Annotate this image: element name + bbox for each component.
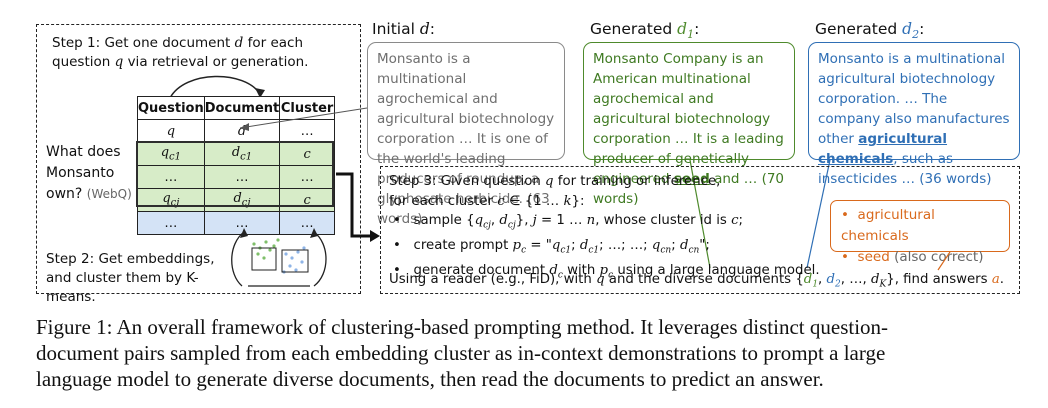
- answer-pointer: [937, 251, 951, 271]
- gen2-heading: Generated d2:: [815, 20, 925, 42]
- answer-2: seed: [857, 249, 890, 265]
- table-row: ………: [137, 211, 335, 235]
- answer-1: agricultural chemicals: [841, 207, 935, 244]
- header-question: Question: [137, 96, 205, 120]
- cluster-table: Question Document Cluster q d… qc1 dc1 c …: [137, 96, 335, 235]
- kmeans-illustration: [231, 228, 327, 287]
- step1-arrow: [169, 75, 265, 99]
- step3-panel: [380, 166, 1020, 294]
- step3-content: Step 3: Given question q for training or…: [389, 172, 829, 286]
- left-panel: [36, 24, 361, 294]
- table-row: qcj dcj c: [137, 188, 335, 212]
- answers-box: • agricultural chemicals • seed (also co…: [830, 200, 1010, 265]
- gen1-doc-box: Monsanto Company is an American multinat…: [583, 42, 795, 207]
- caption-line3: language model to generate diverse docum…: [36, 367, 824, 391]
- gen1-heading: Generated d1:: [590, 20, 700, 42]
- figure-caption: Figure 1: An overall framework of cluste…: [36, 314, 1036, 392]
- caption-line1: Figure 1: An overall framework of cluste…: [36, 315, 889, 339]
- header-cluster: Cluster: [279, 96, 335, 120]
- gen2-highlight: agricultural chemicals: [818, 131, 948, 167]
- step3-last-line: Using a reader (e.g., FiD), with q and t…: [389, 272, 1004, 290]
- example-question: What does Monsanto own? (WebQ): [46, 144, 132, 202]
- step3-bullet2: • create prompt pc = "qc1; dc1; …; …; qc…: [393, 238, 710, 256]
- step3-line1: Step 3: Given question q for training or…: [389, 174, 721, 189]
- step2-text: Step 2: Get embeddings, and cluster them…: [46, 251, 215, 305]
- table-row: ………: [137, 165, 335, 189]
- step3-line2: for each cluster c ∈ {1 … k}:: [389, 193, 585, 209]
- cluster-highlight: [136, 141, 334, 207]
- step3-bullet3: • generate document dc with pc using a l…: [393, 263, 820, 281]
- step1-text: Step 1: Get one document d for each ques…: [52, 35, 309, 70]
- initial-doc-box: Monsanto is a multinational agrochemical…: [367, 42, 565, 227]
- header-document: Document: [203, 96, 281, 120]
- connectors: [239, 107, 831, 269]
- initial-doc-text: Monsanto is a multinational agrochemical…: [377, 51, 555, 227]
- gen1-highlight: seed: [673, 171, 710, 187]
- step3-bullet1: • sample {qcj, dcj}, j = 1 … n, whose cl…: [393, 213, 744, 231]
- caption-line2: document pairs sampled from each embeddi…: [36, 341, 886, 365]
- table-row: qc1 dc1 c: [137, 142, 335, 166]
- gen2-doc-box: Monsanto is a multinational agricultural…: [808, 42, 1020, 187]
- initial-doc-heading: Initial d:: [372, 20, 435, 38]
